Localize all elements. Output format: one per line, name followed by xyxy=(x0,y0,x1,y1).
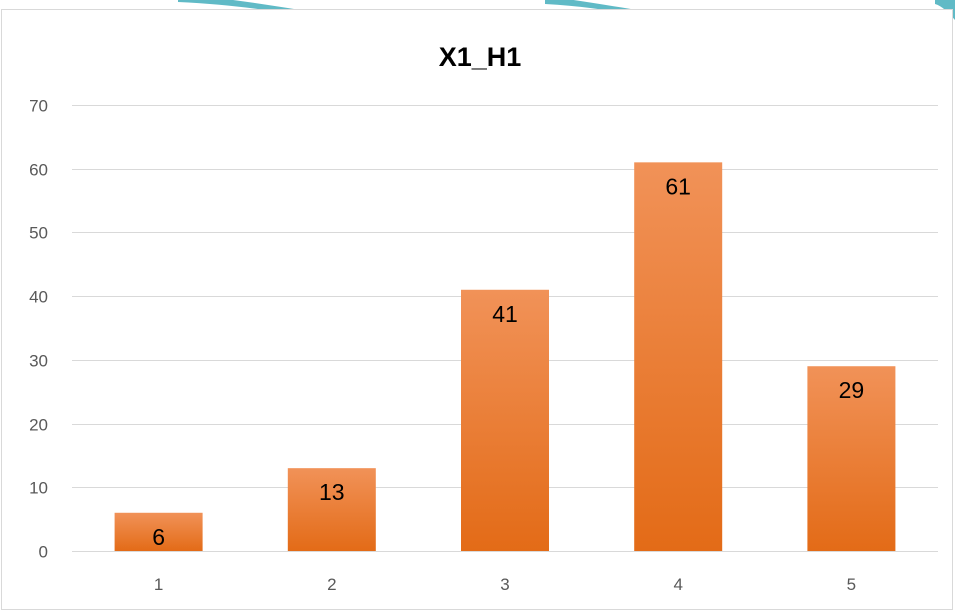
watermark-arc-right xyxy=(935,0,955,20)
y-tick-label: 20 xyxy=(29,416,48,435)
y-tick-label: 10 xyxy=(29,479,48,498)
x-tick-label: 2 xyxy=(327,575,336,594)
x-tick-label: 5 xyxy=(847,575,856,594)
y-axis-ticks: 0 10 20 30 40 50 60 70 xyxy=(29,97,48,562)
bars xyxy=(114,162,896,552)
bar-1 xyxy=(114,512,203,551)
y-tick-label: 70 xyxy=(29,97,48,116)
x-tick-label: 3 xyxy=(500,575,509,594)
data-label-4: 61 xyxy=(665,173,691,199)
bar-4 xyxy=(634,162,723,552)
bar-3 xyxy=(461,289,549,551)
y-tick-label: 30 xyxy=(29,352,48,371)
bar-5 xyxy=(807,366,896,551)
y-tick-label: 60 xyxy=(29,161,48,180)
bar-2 xyxy=(287,468,376,551)
data-label-3: 41 xyxy=(492,301,518,327)
x-tick-label: 1 xyxy=(154,575,163,594)
data-label-5: 29 xyxy=(839,377,865,403)
x-tick-label: 4 xyxy=(673,575,682,594)
chart-title: X1_H1 xyxy=(439,42,522,72)
data-label-1: 6 xyxy=(152,524,165,550)
data-labels: 6 13 41 61 29 xyxy=(152,173,864,549)
y-tick-label: 0 xyxy=(39,543,48,562)
x-axis-ticks: 1 2 3 4 5 xyxy=(154,575,856,594)
y-tick-label: 40 xyxy=(29,288,48,307)
y-tick-label: 50 xyxy=(29,224,48,243)
data-label-2: 13 xyxy=(319,479,345,505)
